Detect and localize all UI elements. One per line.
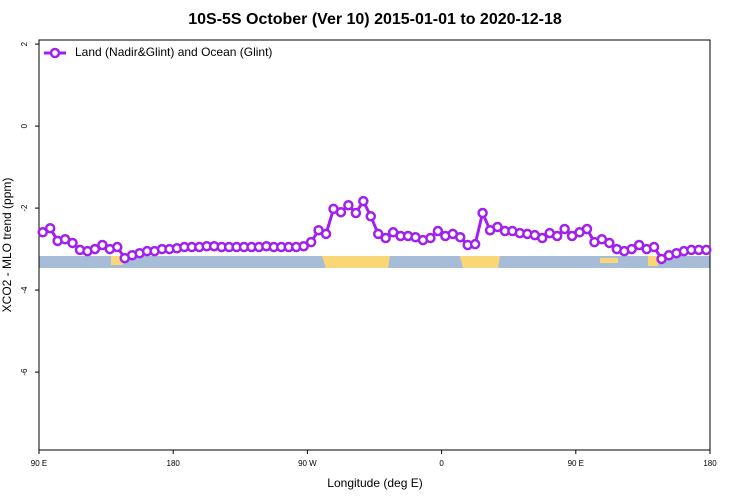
y-tick-label: 2	[20, 41, 29, 46]
data-point	[343, 199, 354, 211]
data-point	[97, 239, 108, 251]
data-point	[298, 240, 309, 252]
x-tick-label: 180	[167, 459, 181, 468]
data-point	[320, 228, 332, 240]
map-strip	[39, 256, 710, 268]
y-tick-label: -6	[20, 368, 29, 376]
x-tick-label: 180	[703, 459, 717, 468]
legend-label: Land (Nadir&Glint) and Ocean (Glint)	[75, 45, 272, 59]
data-point	[454, 231, 466, 243]
data-point	[372, 228, 384, 240]
data-point	[559, 223, 570, 235]
data-point	[350, 207, 362, 219]
x-tick-label: 0	[439, 459, 444, 468]
y-tick-label: 0	[20, 123, 29, 128]
data-point	[633, 239, 645, 251]
x-tick-label: 90 E	[568, 459, 584, 468]
data-point	[365, 211, 377, 222]
data-point	[551, 230, 563, 242]
data-point	[604, 237, 615, 249]
y-tick-label: -4	[20, 286, 29, 294]
data-point	[37, 227, 48, 238]
data-point	[537, 232, 548, 244]
y-axis-label: XCO2 - MLO trend (ppm)	[0, 178, 14, 313]
data-point	[477, 207, 488, 219]
data-point	[380, 232, 391, 244]
data-point	[626, 243, 637, 255]
x-tick-label: 90 W	[298, 459, 317, 468]
data-point	[305, 236, 317, 248]
data-point	[425, 232, 436, 244]
data-point	[89, 243, 101, 255]
x-tick-label: 90 E	[31, 459, 47, 468]
data-point	[701, 244, 712, 256]
data-point	[67, 237, 78, 249]
legend-marker	[49, 47, 61, 59]
x-axis-label: Longitude (deg E)	[327, 476, 422, 490]
data-point	[648, 241, 660, 253]
chart-title: 10S-5S October (Ver 10) 2015-01-01 to 20…	[188, 11, 562, 28]
data-point	[432, 225, 444, 237]
y-tick-label: -2	[20, 204, 29, 212]
plot-frame	[38, 39, 711, 451]
data-point	[492, 221, 503, 233]
data-point	[581, 223, 593, 235]
data-point	[112, 241, 123, 253]
data-point	[358, 195, 369, 207]
data-point	[335, 206, 347, 218]
data-point	[469, 238, 481, 250]
data-point	[44, 222, 56, 234]
